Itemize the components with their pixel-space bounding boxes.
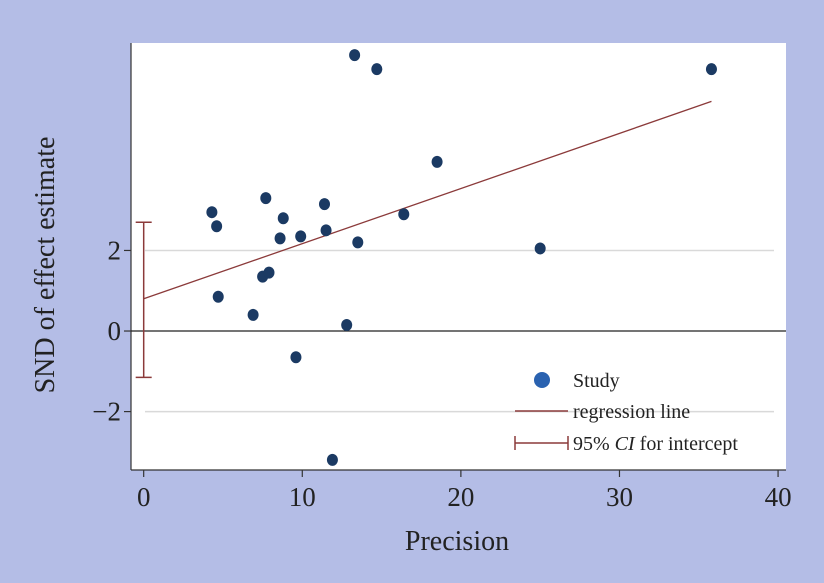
y-tick-label-2: 2 xyxy=(108,235,122,265)
study-point-9 xyxy=(290,351,302,364)
study-point-18 xyxy=(398,208,410,221)
y-tick-label-1: 0 xyxy=(108,316,122,346)
legend-study-label: Study xyxy=(573,370,620,392)
study-point-11 xyxy=(318,198,330,211)
tick-labels: 0 10 20 30 40 −2 0 2 xyxy=(92,235,791,512)
axes xyxy=(130,43,786,471)
study-point-12 xyxy=(320,224,332,237)
x-axis-label: Precision xyxy=(405,526,509,557)
study-point-20 xyxy=(534,242,546,255)
legend-ci-label: 95% CI for intercept xyxy=(573,433,738,455)
study-point-5 xyxy=(260,192,272,205)
legend-study-marker xyxy=(534,372,550,388)
study-point-13 xyxy=(326,453,338,466)
study-point-7 xyxy=(274,232,286,245)
regression-line-segment xyxy=(143,100,712,300)
study-points xyxy=(206,49,717,466)
study-point-6 xyxy=(263,266,275,279)
x-tick-label-2: 20 xyxy=(447,482,474,512)
study-point-2 xyxy=(212,290,224,303)
study-point-8 xyxy=(277,212,289,225)
x-tick-label-3: 30 xyxy=(606,482,633,512)
y-tick-label-0: −2 xyxy=(92,397,121,427)
study-point-1 xyxy=(211,220,223,233)
study-point-21 xyxy=(705,63,717,76)
legend-ci-italic: CI xyxy=(615,433,636,455)
legend: Study regression line 95% CI for interce… xyxy=(514,370,738,455)
legend-regression-label: regression line xyxy=(573,401,690,423)
x-tick-label-4: 40 xyxy=(765,482,792,512)
y-axis-label: SND of effect estimate xyxy=(30,137,61,394)
x-tick-label-1: 10 xyxy=(289,482,316,512)
intercept-ci-bar xyxy=(135,221,152,379)
study-point-14 xyxy=(341,318,353,331)
legend-ci-prefix: 95% xyxy=(573,433,615,455)
study-point-15 xyxy=(349,49,361,62)
regression-line xyxy=(143,100,712,300)
study-point-17 xyxy=(371,63,383,76)
x-tick-label-0: 0 xyxy=(137,482,151,512)
study-point-0 xyxy=(206,206,218,219)
study-point-16 xyxy=(352,236,364,249)
grid-lines xyxy=(145,249,774,413)
study-point-19 xyxy=(431,155,443,168)
plot-area xyxy=(131,43,786,470)
legend-ci-suffix: for intercept xyxy=(635,433,739,455)
study-point-10 xyxy=(295,230,307,243)
study-point-3 xyxy=(247,308,259,321)
